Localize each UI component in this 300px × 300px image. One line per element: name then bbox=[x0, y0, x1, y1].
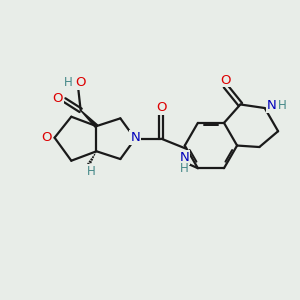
Text: H: H bbox=[278, 99, 287, 112]
Polygon shape bbox=[81, 110, 98, 127]
Text: O: O bbox=[220, 74, 231, 87]
Text: N: N bbox=[179, 151, 189, 164]
Text: H: H bbox=[180, 162, 189, 175]
Text: O: O bbox=[52, 92, 63, 105]
Text: O: O bbox=[41, 131, 52, 144]
Text: O: O bbox=[75, 76, 86, 89]
Text: N: N bbox=[130, 131, 140, 144]
Text: O: O bbox=[156, 101, 166, 114]
Text: H: H bbox=[87, 165, 96, 178]
Text: H: H bbox=[64, 76, 73, 89]
Text: N: N bbox=[266, 99, 276, 112]
